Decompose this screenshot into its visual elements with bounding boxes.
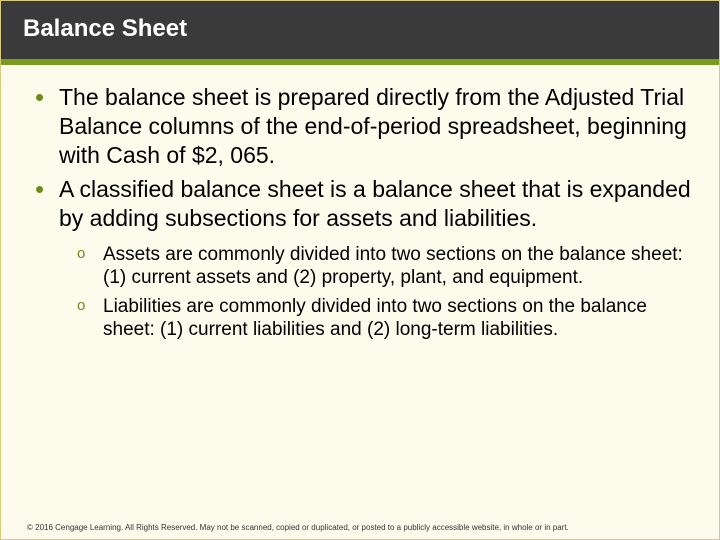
main-bullet-list: The balance sheet is prepared directly f… (29, 83, 691, 233)
sub-bullet-text: Liabilities are commonly divided into tw… (103, 296, 647, 340)
copyright-footer: © 2016 Cengage Learning. All Rights Rese… (27, 523, 699, 533)
bullet-text: The balance sheet is prepared directly f… (59, 84, 687, 168)
sub-bullet-item: Liabilities are commonly divided into tw… (71, 295, 691, 341)
slide-content: The balance sheet is prepared directly f… (1, 65, 719, 341)
sub-bullet-item: Assets are commonly divided into two sec… (71, 243, 691, 289)
slide: Balance Sheet The balance sheet is prepa… (0, 0, 720, 540)
bullet-item: The balance sheet is prepared directly f… (29, 83, 691, 169)
page-title: Balance Sheet (23, 15, 697, 43)
slide-header: Balance Sheet (1, 1, 719, 65)
bullet-text: A classified balance sheet is a balance … (59, 176, 691, 231)
sub-bullet-list: Assets are commonly divided into two sec… (71, 243, 691, 342)
bullet-item: A classified balance sheet is a balance … (29, 175, 691, 233)
sub-bullet-text: Assets are commonly divided into two sec… (103, 244, 683, 288)
